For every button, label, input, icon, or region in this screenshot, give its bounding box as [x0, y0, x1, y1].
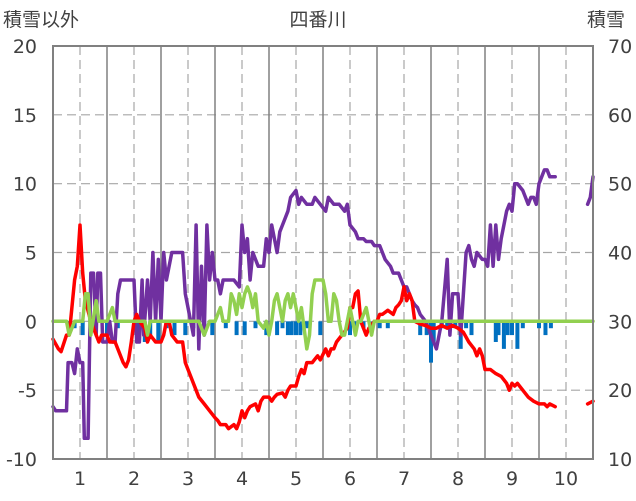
series-line-purple	[51, 168, 557, 441]
blue-bar	[505, 321, 510, 336]
series-line-red	[51, 223, 557, 431]
y-right-tick-label: 50	[608, 174, 632, 196]
blue-bar	[429, 321, 433, 363]
tick-labels: -10 10 -5 20 0 30 5 40 10 50 15 60 20 70 1 2 3 4 5 6 7 8 9 10	[6, 36, 632, 490]
blue-bar	[431, 321, 436, 342]
blue-bar	[275, 321, 280, 336]
y-right-tick-label: 40	[608, 243, 632, 265]
x-tick-label: 9	[506, 468, 518, 490]
blue-bar	[253, 321, 258, 329]
chart-title: 四番川	[289, 9, 346, 31]
blue-bar	[453, 321, 458, 329]
y-left-tick-label: 15	[13, 105, 37, 127]
blue-bar	[289, 321, 294, 336]
y-right-tick-label: 30	[608, 311, 632, 333]
blue-bar	[234, 321, 239, 336]
blue-bar	[304, 321, 309, 329]
x-tick-label: 7	[398, 468, 410, 490]
blue-bar	[156, 321, 161, 342]
blue-bar	[548, 321, 553, 329]
line-series	[51, 168, 595, 441]
blue-bar	[537, 321, 541, 329]
blue-bar	[496, 321, 501, 336]
x-tick-label: 3	[182, 468, 194, 490]
x-tick-label: 1	[74, 468, 86, 490]
x-tick-label: 2	[128, 468, 140, 490]
y-right-tick-label: 60	[608, 105, 632, 127]
y-right-tick-label: 10	[608, 449, 632, 471]
blue-bar	[285, 321, 290, 336]
blue-bar	[294, 321, 298, 336]
blue-bar	[520, 321, 525, 329]
blue-bar	[172, 321, 177, 336]
blue-bar	[515, 321, 520, 349]
x-tick-label: 8	[452, 468, 464, 490]
blue-bar	[105, 321, 109, 336]
blue-bar	[445, 321, 450, 329]
y-right-tick-label: 20	[608, 380, 632, 402]
series-line-green	[51, 278, 595, 351]
blue-bar	[469, 321, 474, 336]
blue-bar	[353, 321, 358, 329]
blue-bar	[418, 321, 423, 336]
blue-bar	[385, 321, 390, 329]
x-tick-label: 6	[344, 468, 356, 490]
blue-bar	[280, 321, 285, 329]
blue-bar	[242, 321, 247, 336]
x-tick-label: 10	[554, 468, 578, 490]
x-tick-label: 4	[236, 468, 248, 490]
y-left-tick-label: 10	[13, 174, 37, 196]
y-right-tick-label: 70	[608, 36, 632, 58]
left-axis-label: 積雪以外	[3, 9, 79, 31]
blue-bar	[210, 321, 215, 336]
x-tick-label: 5	[290, 468, 302, 490]
blue-bar	[298, 321, 303, 336]
right-axis-label: 積雪	[587, 9, 625, 31]
y-left-tick-label: 0	[25, 311, 37, 333]
blue-bar	[543, 321, 548, 336]
blue-bar	[493, 321, 498, 342]
blue-bar	[510, 321, 514, 336]
blue-bar	[377, 321, 382, 329]
blue-bar	[348, 321, 352, 336]
blue-bar	[501, 321, 506, 349]
blue-bar	[223, 321, 228, 329]
y-left-tick-label: -5	[18, 380, 37, 402]
blue-bar	[464, 321, 469, 329]
blue-bar	[318, 321, 323, 336]
y-left-tick-label: 5	[25, 243, 37, 265]
y-left-tick-label: 20	[13, 36, 37, 58]
blue-bar	[183, 321, 188, 336]
blue-bar	[80, 321, 85, 336]
y-left-tick-label: -10	[6, 449, 37, 471]
plot-frame	[52, 45, 594, 460]
